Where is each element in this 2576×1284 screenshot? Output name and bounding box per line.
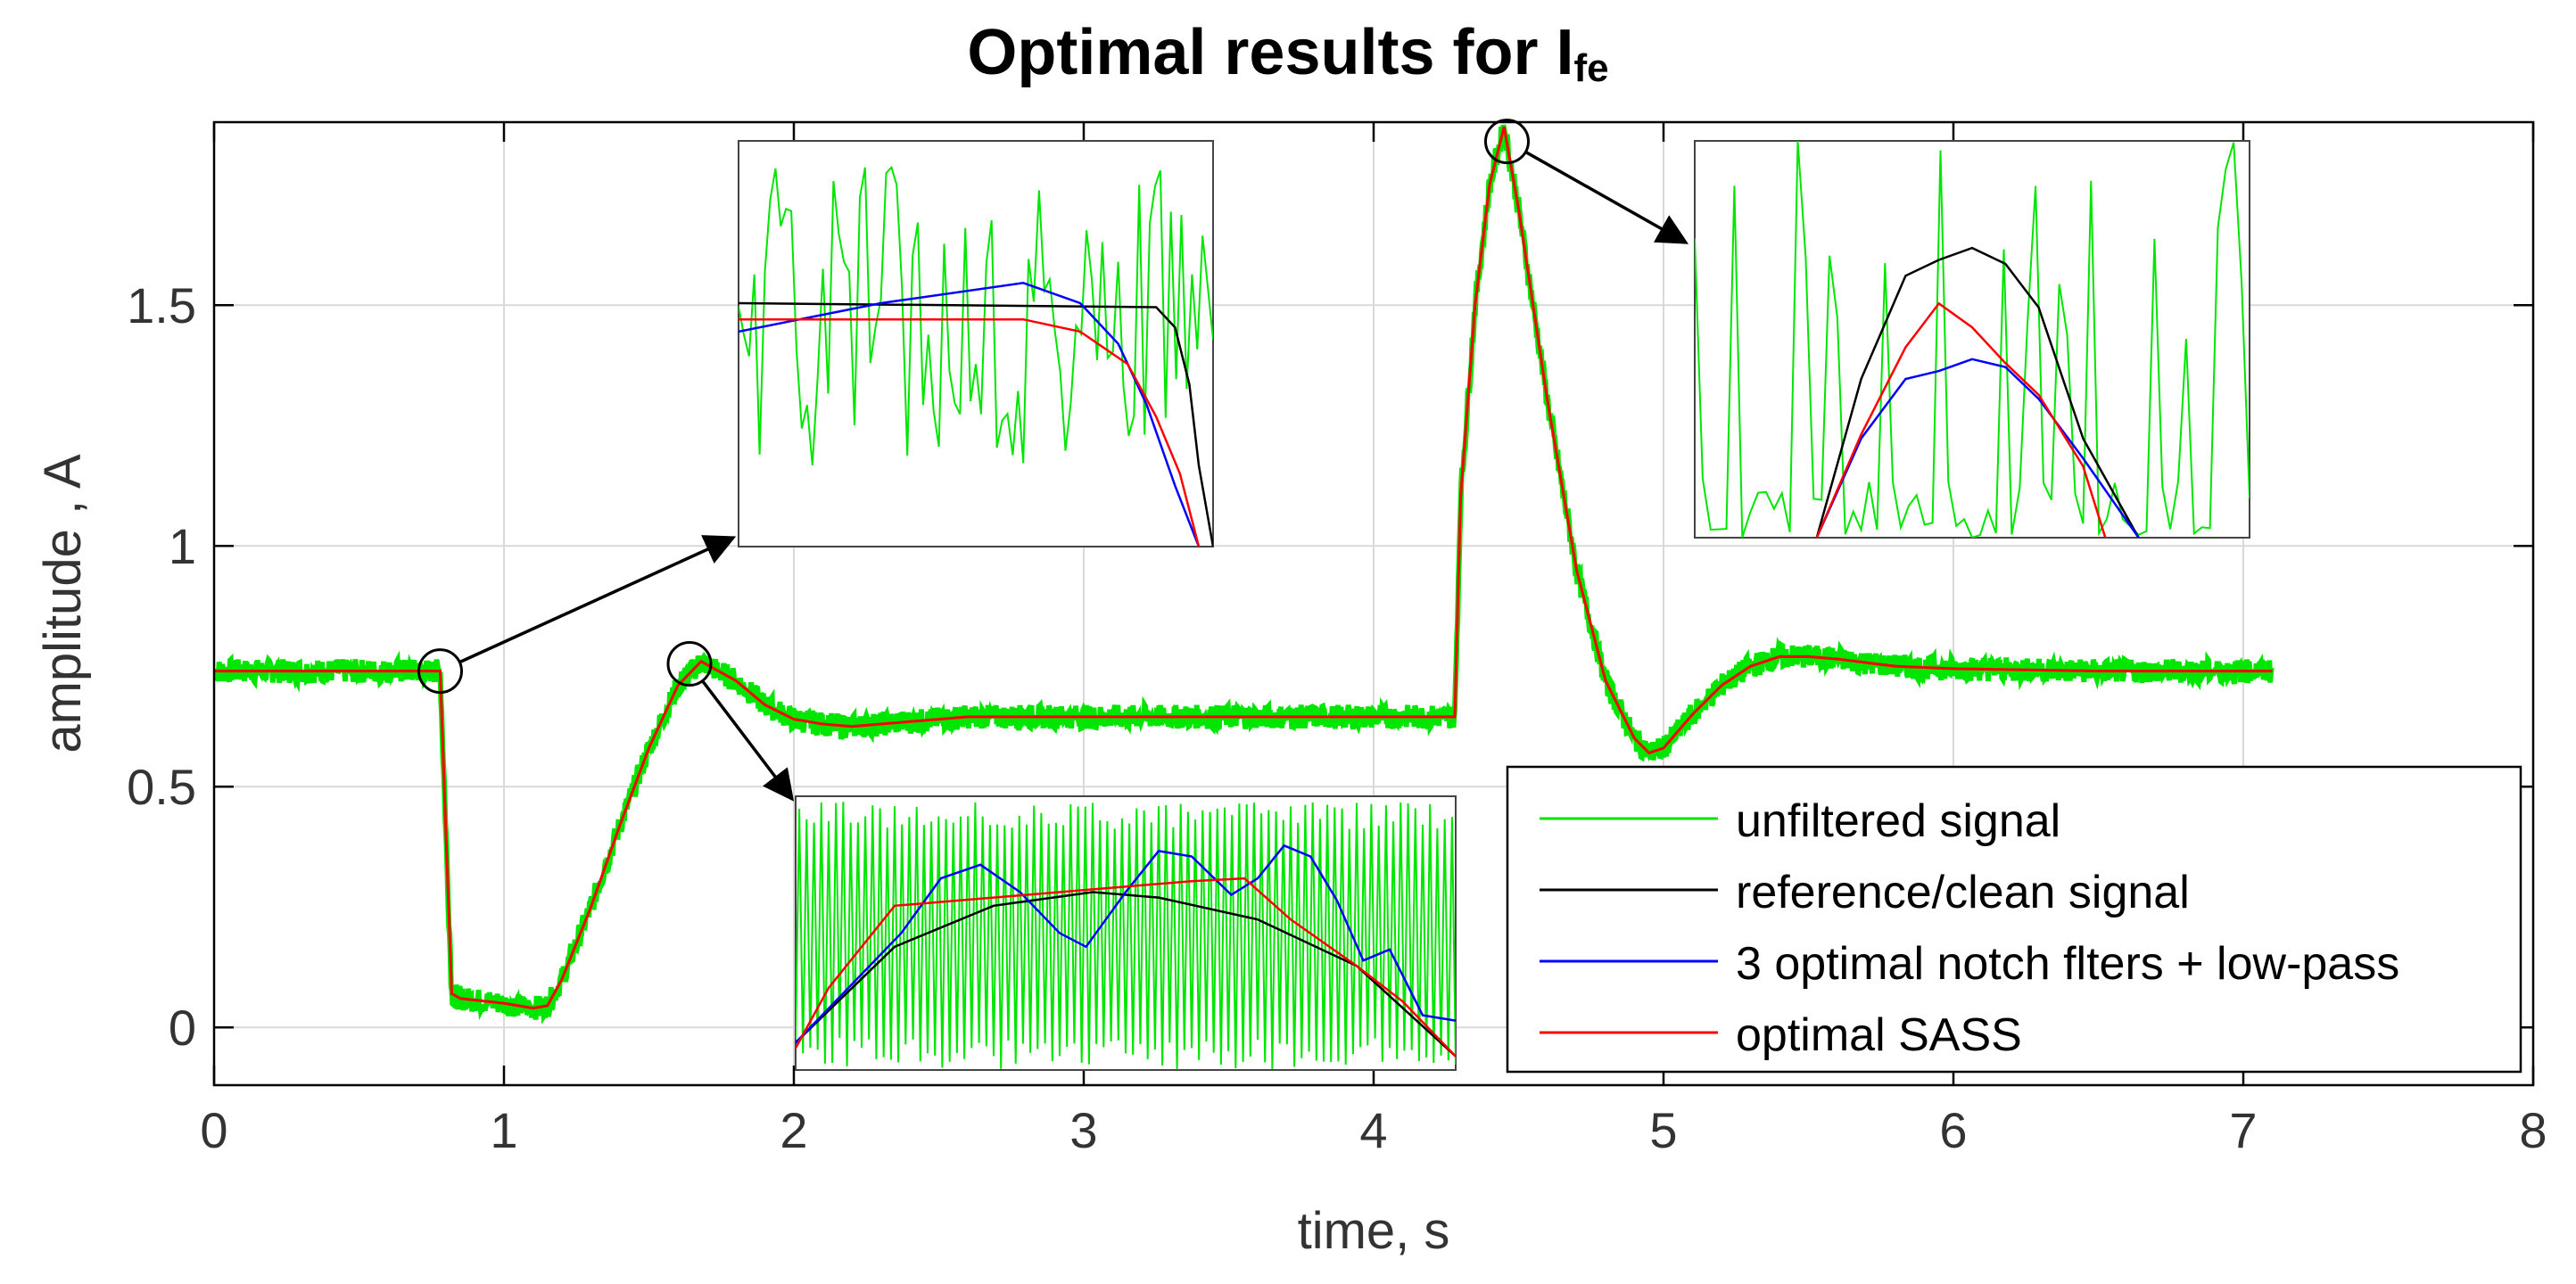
x-axis-label: time, s [1298,1202,1450,1260]
legend-label: reference/clean signal [1736,867,2190,918]
legend-label: unfiltered signal [1736,795,2060,847]
chart-title-subscript: fe [1573,46,1609,90]
chart-title-text: Optimal results for I [967,17,1574,88]
x-tick-label: 3 [1069,1102,1097,1158]
y-axis-label: amplitude , A [34,454,92,753]
inset-sass-line [1815,301,2107,538]
inset-clean-line [1815,246,2140,538]
x-tick-label: 8 [2519,1102,2547,1158]
inset-peak [1694,140,2250,539]
x-tick-label: 0 [200,1102,227,1158]
y-tick-label: 0.5 [127,759,196,815]
inset-sass-line [796,877,1456,1058]
y-tick-label: 1.5 [127,277,196,333]
inset-notch-line [739,282,1201,547]
x-tick-label: 4 [1359,1102,1387,1158]
inset-notch-line [1815,358,2140,538]
inset-plot [739,165,1213,547]
legend-label: optimal SASS [1736,1009,2022,1061]
callout-arrow [458,535,737,664]
inset-step [738,140,1214,547]
callout-arrow [701,679,795,802]
x-tick-label: 5 [1649,1102,1677,1158]
callout-arrow [1524,150,1689,244]
inset-plot [1695,141,2250,538]
optimal-sass-line [214,127,2273,1010]
legend: unfiltered signal reference/clean signal 3… [1506,765,2522,1074]
callout-circle [417,648,463,695]
inset-overshoot [795,795,1457,1071]
callout-circle [666,641,713,687]
callout-circle [1484,119,1530,165]
inset-clean-line [739,301,1213,547]
legend-label: 3 optimal notch flters + low-pass [1736,938,2399,990]
y-tick-label: 1 [169,518,196,574]
ticks: 0 1 2 3 4 5 6 7 8 0 0.5 1 1.5 [127,122,2547,1158]
series-layer [214,124,2275,1025]
inset-frame [738,140,1214,547]
inset-plot [796,802,1456,1070]
inset-sass-line [739,317,1201,547]
x-tick-label: 7 [2229,1102,2257,1158]
callouts [417,119,1689,802]
inset-unfiltered-line [796,802,1456,1070]
insets [738,140,2250,1071]
x-tick-label: 2 [780,1102,807,1158]
chart-title: Optimal results for Ife [0,16,2576,91]
inset-unfiltered-line [739,165,1213,465]
inset-frame [1694,140,2250,539]
x-tick-label: 1 [490,1102,517,1158]
main-series-group [214,124,2275,1025]
x-tick-label: 6 [1939,1102,1967,1158]
y-tick-label: 0 [169,1000,196,1056]
inset-clean-line [796,891,1456,1058]
inset-unfiltered-line [1695,141,2250,538]
inset-notch-line [796,844,1456,1044]
